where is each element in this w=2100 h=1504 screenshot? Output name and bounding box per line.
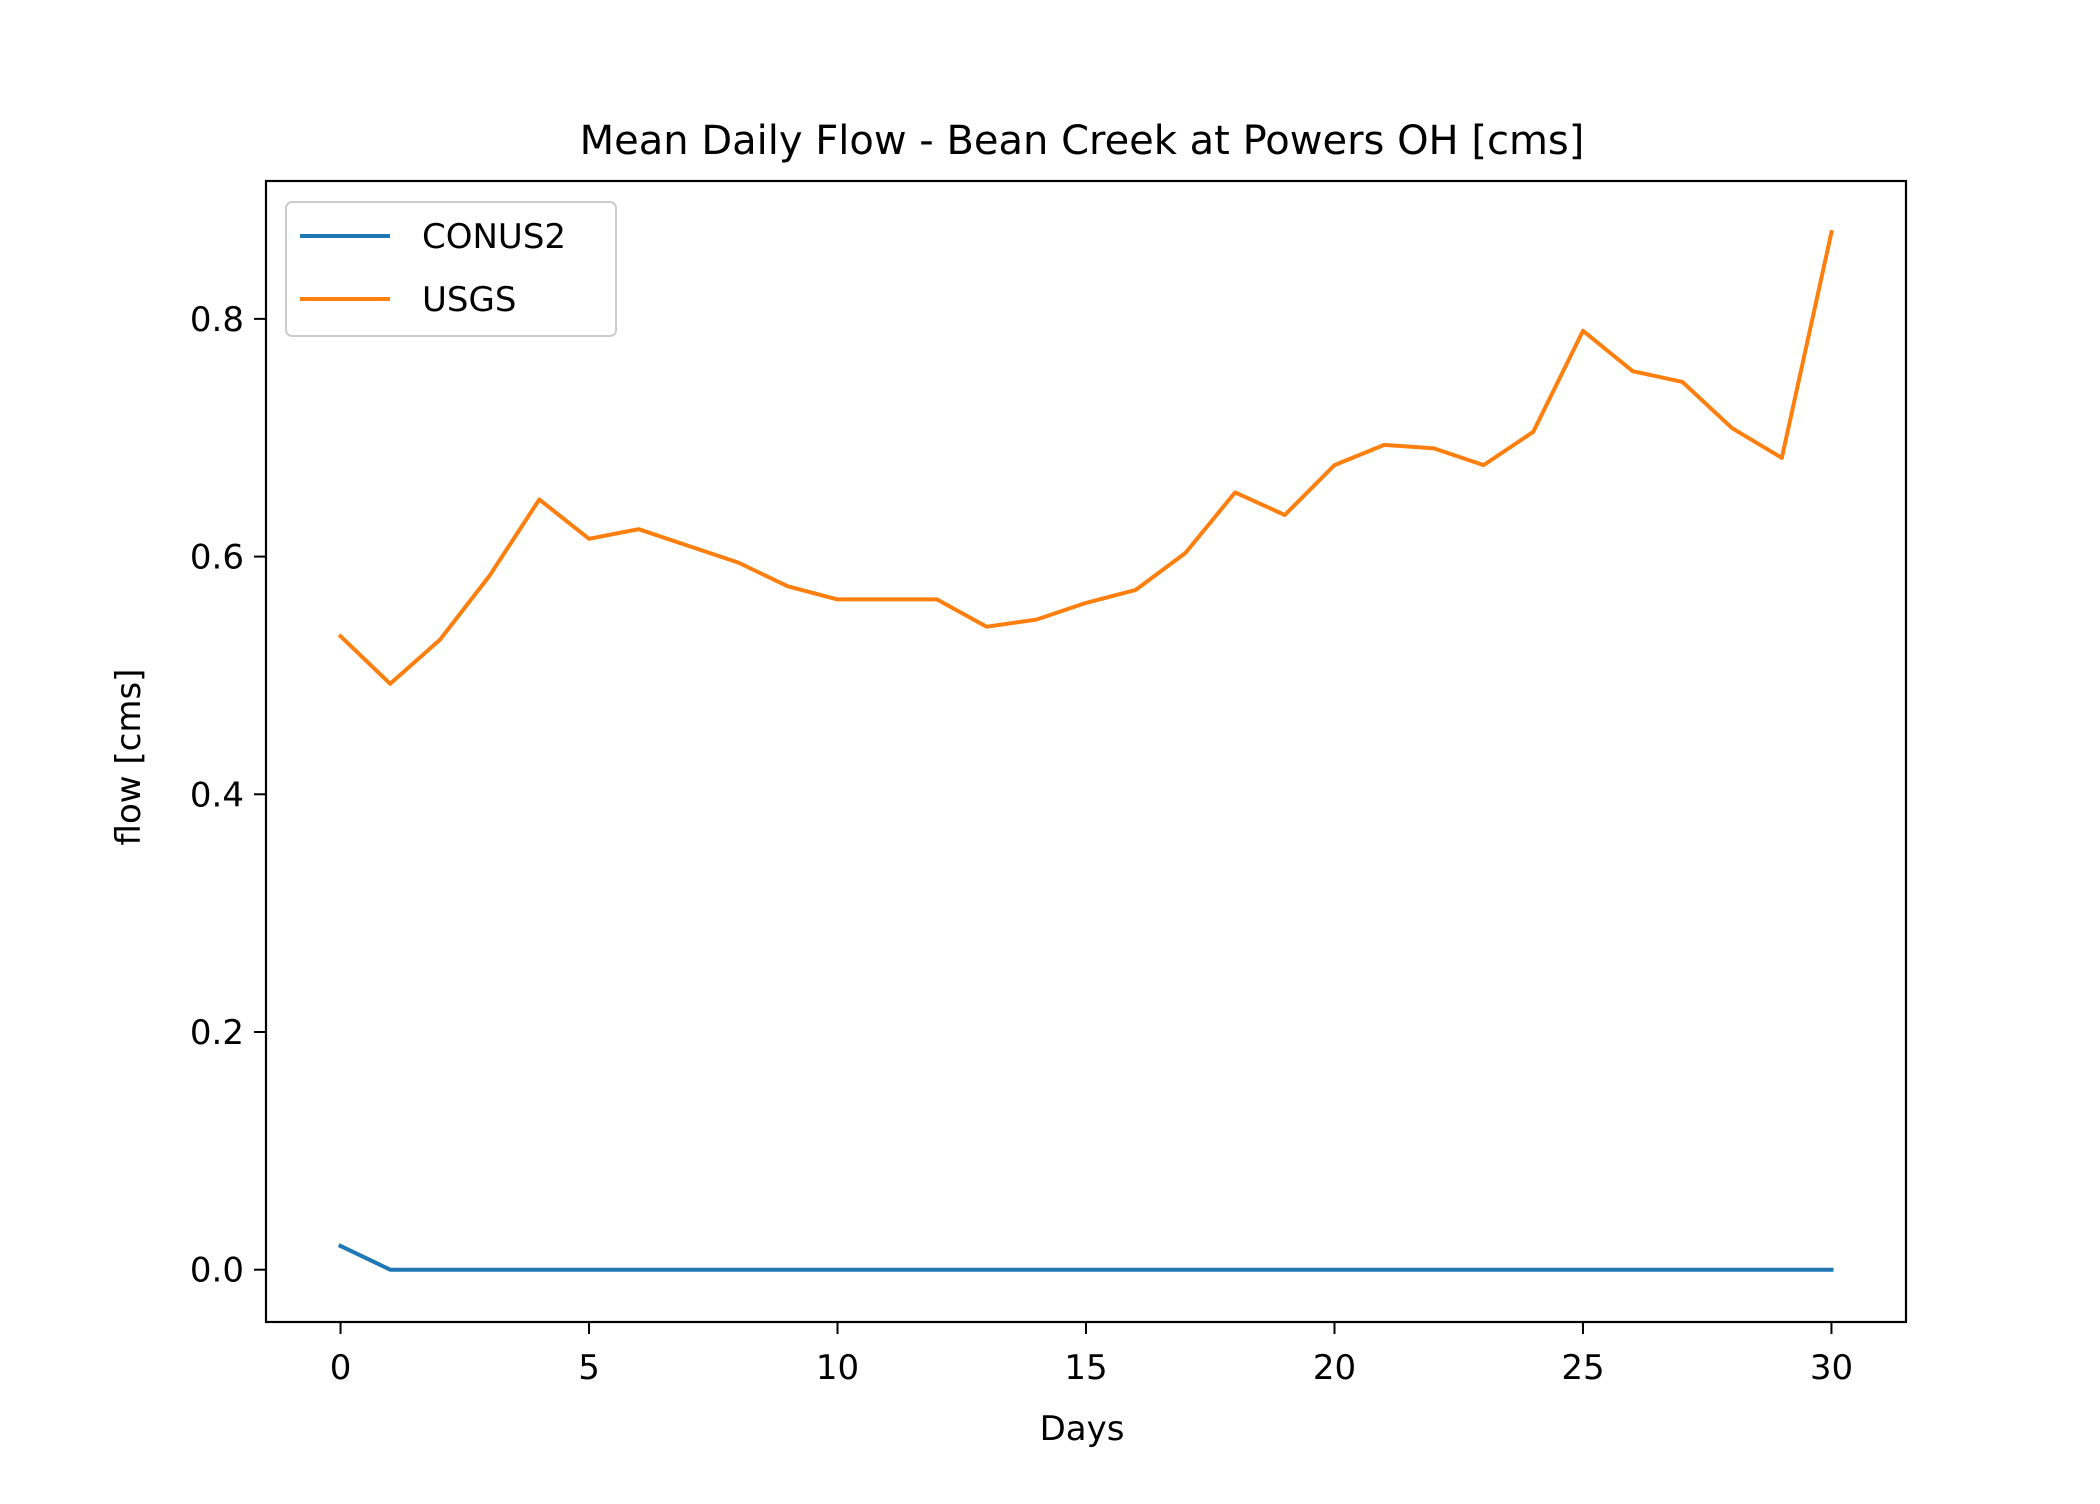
y-tick-label: 0.6 [190, 538, 244, 578]
x-tick-label: 30 [1810, 1348, 1853, 1388]
chart-title: Mean Daily Flow - Bean Creek at Powers O… [580, 118, 1585, 164]
plot-area: 0 5 10 15 20 25 30 0.0 0.2 0.4 0.6 0.8 [190, 179, 1908, 1388]
x-tick-label: 0 [330, 1348, 352, 1388]
x-tick-label: 20 [1313, 1348, 1356, 1388]
legend-label-usgs: USGS [422, 280, 516, 320]
y-tick-label: 0.4 [190, 775, 244, 815]
x-tick-label: 10 [816, 1348, 859, 1388]
y-tick-label: 0.0 [190, 1251, 244, 1291]
x-axis-label: Days [1040, 1409, 1125, 1449]
y-tick-label: 0.8 [190, 300, 244, 340]
x-tick-label: 25 [1561, 1348, 1604, 1388]
series-line-conus2 [337, 1243, 1834, 1272]
x-tick-label: 5 [578, 1348, 600, 1388]
y-tick-label: 0.2 [190, 1013, 244, 1053]
legend-label-conus2: CONUS2 [422, 217, 566, 257]
legend: CONUS2 USGS [285, 201, 617, 337]
series-line-usgs [337, 229, 1834, 686]
x-tick-label: 15 [1064, 1348, 1107, 1388]
y-axis-label: flow [cms] [109, 669, 149, 846]
